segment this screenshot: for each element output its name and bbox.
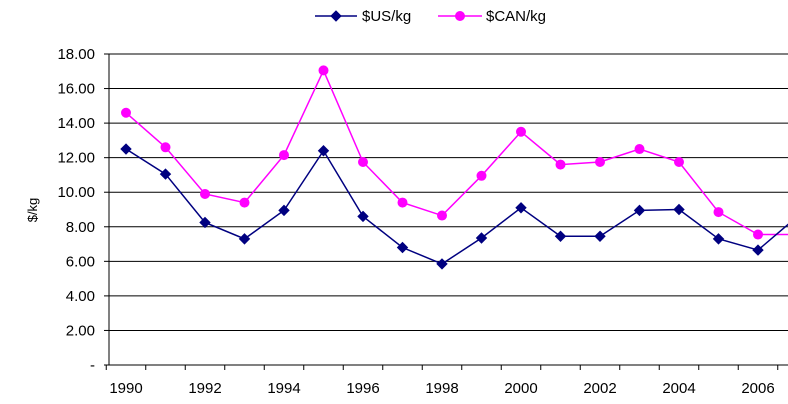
data-point-diamond xyxy=(317,145,330,157)
data-point-circle xyxy=(279,150,289,161)
x-tick-label: 1998 xyxy=(425,380,458,397)
data-point-diamond xyxy=(475,232,488,244)
y-axis-ticks: - 2.00 4.00 6.00 8.00 10.00 12.00 14.00 16.00 18.… xyxy=(57,46,95,374)
y-tick-label: 4.00 xyxy=(66,288,95,305)
data-point-circle xyxy=(358,156,368,167)
x-tick-label: 1996 xyxy=(346,380,379,397)
data-point-diamond xyxy=(120,143,132,155)
y-tick-label: 10.00 xyxy=(57,184,95,201)
data-point-diamond xyxy=(199,216,211,229)
data-point-circle xyxy=(713,207,724,218)
y-tick-label: 18.00 xyxy=(57,46,95,63)
data-point-diamond xyxy=(554,230,567,242)
legend-label: $CAN/kg xyxy=(486,8,546,25)
x-tick-label: 2006 xyxy=(741,380,774,397)
data-point-circle xyxy=(555,159,566,170)
series-line xyxy=(125,148,788,265)
data-point-circle xyxy=(200,188,210,199)
y-tick-label: 16.00 xyxy=(57,81,95,98)
x-tick-label: 1990 xyxy=(109,380,142,397)
y-tick-label: 2.00 xyxy=(66,322,95,339)
y-tick-label: 14.00 xyxy=(57,115,95,132)
data-point-diamond xyxy=(752,244,764,256)
gridlines xyxy=(109,53,788,331)
legend-item: $CAN/kg xyxy=(438,8,546,25)
series-layer xyxy=(120,65,788,270)
series-line xyxy=(125,68,788,236)
series-us xyxy=(120,143,788,270)
data-point-circle xyxy=(476,170,487,181)
data-point-diamond xyxy=(515,202,527,214)
data-point-circle xyxy=(160,142,171,153)
data-point-circle xyxy=(397,197,408,208)
data-point-circle xyxy=(674,156,684,167)
data-point-diamond xyxy=(357,210,369,223)
data-point-diamond xyxy=(159,168,172,180)
data-point-circle xyxy=(239,197,250,208)
data-point-diamond xyxy=(712,233,725,245)
series-can xyxy=(121,65,788,240)
data-point-diamond xyxy=(278,204,290,217)
x-axis-ticks: 1990 1992 1994 1996 1998 2000 2002 2004 2006 xyxy=(109,380,774,397)
data-point-circle xyxy=(516,126,526,137)
legend-item: $US/kg xyxy=(315,8,411,25)
y-tick-label: - xyxy=(90,357,95,374)
data-point-diamond xyxy=(238,233,251,245)
legend-label: $US/kg xyxy=(362,8,411,25)
x-tick-label: 1992 xyxy=(188,380,221,397)
x-tick-label: 2000 xyxy=(504,380,537,397)
data-point-diamond xyxy=(330,10,342,22)
data-point-diamond xyxy=(396,241,409,254)
data-point-diamond xyxy=(633,204,646,217)
data-point-circle xyxy=(318,65,329,76)
data-point-diamond xyxy=(673,203,685,216)
x-tick-label: 1994 xyxy=(267,380,300,397)
y-tick-label: 12.00 xyxy=(57,150,95,167)
y-axis-label: $/kg xyxy=(25,198,40,223)
data-point-circle xyxy=(455,11,465,21)
data-point-diamond xyxy=(436,258,448,270)
data-point-diamond xyxy=(594,230,606,242)
data-point-circle xyxy=(595,156,605,167)
x-tick-label: 2004 xyxy=(662,380,695,397)
axes xyxy=(104,53,788,370)
legend: $US/kg $CAN/kg xyxy=(315,8,546,25)
y-tick-label: 6.00 xyxy=(66,253,95,270)
data-point-circle xyxy=(437,210,447,221)
data-point-circle xyxy=(753,229,763,240)
y-tick-label: 8.00 xyxy=(66,219,95,236)
x-tick-label: 2002 xyxy=(583,380,616,397)
data-point-circle xyxy=(121,107,131,118)
data-point-circle xyxy=(634,144,645,155)
